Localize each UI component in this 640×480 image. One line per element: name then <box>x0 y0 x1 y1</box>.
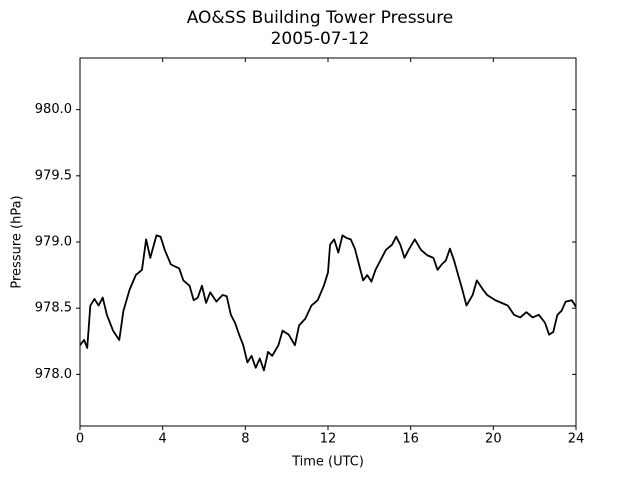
y-tick-label: 979.5 <box>35 168 72 183</box>
y-axis-label: Pressure (hPa) <box>10 195 25 288</box>
plot-frame <box>79 57 577 427</box>
x-tick-label: 24 <box>568 432 585 447</box>
y-tick-label: 979.0 <box>35 235 72 250</box>
x-tick-label: 20 <box>485 432 502 447</box>
chart-subtitle: 2005-07-12 <box>271 29 370 49</box>
x-axis-label: Time (UTC) <box>291 455 364 470</box>
y-tick-label: 980.0 <box>35 102 72 117</box>
x-tick-label: 0 <box>76 432 84 447</box>
y-tick-label: 978.0 <box>35 367 72 382</box>
x-tick-label: 12 <box>320 432 337 447</box>
x-tick-label: 8 <box>241 432 249 447</box>
chart-title: AO&SS Building Tower Pressure <box>187 8 454 28</box>
x-tick-label: 16 <box>402 432 419 447</box>
y-tick-label: 978.5 <box>35 301 72 316</box>
x-tick-label: 4 <box>159 432 167 447</box>
data-line <box>79 234 577 372</box>
